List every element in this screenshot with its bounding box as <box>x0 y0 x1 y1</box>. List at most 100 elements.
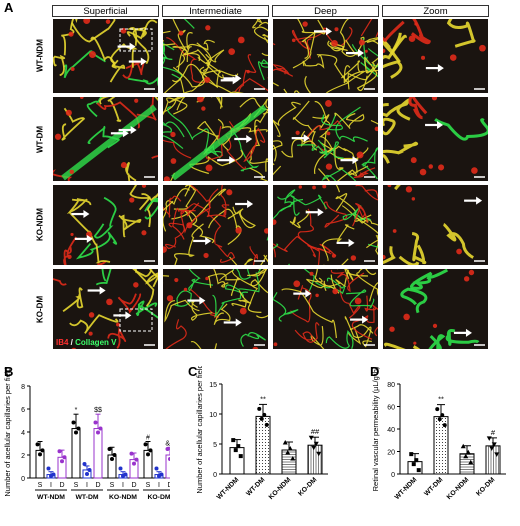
chart-c-point <box>316 451 322 457</box>
chart-b-point <box>159 472 164 477</box>
micrograph-tile <box>52 184 159 266</box>
chart-d-category-label: KO-DM <box>475 476 496 497</box>
chart-d-point <box>409 452 414 457</box>
chart-b-point <box>134 457 139 462</box>
chart-c-annotation: ## <box>311 427 320 436</box>
chart-b-point <box>154 466 159 471</box>
micrograph-tile <box>162 96 269 182</box>
chart-d-point <box>463 453 469 459</box>
chart-b-point <box>110 457 114 461</box>
chart-b-annotation: $$ <box>94 407 102 414</box>
chart-b-point <box>74 430 78 435</box>
chart-b-point <box>112 453 117 457</box>
micrograph-tile <box>272 184 379 266</box>
chart-c-point <box>308 435 314 441</box>
micrograph-tile <box>382 96 489 182</box>
legend-ib4: IB4 <box>56 338 69 347</box>
micrograph-tile <box>382 184 489 266</box>
chart-c-annotation: ** <box>260 394 266 403</box>
chart-b-point <box>62 455 67 460</box>
chart-d-point <box>414 458 419 463</box>
micrograph-tile <box>52 268 159 350</box>
chart-c-point <box>264 422 269 427</box>
chart-c-category-label: KO-NDM <box>268 476 293 501</box>
chart-b-sublabel: S <box>74 482 79 489</box>
micrograph-tile <box>162 268 269 350</box>
chart-b-sublabel: I <box>50 482 52 489</box>
chart-b-point <box>132 461 136 466</box>
panel-letter-d: D <box>370 364 380 379</box>
chart-c-y-tick-label: 0 <box>213 472 217 479</box>
chart-d: Retinal vascular permeability (μL/g*h) 0 2… <box>371 366 506 501</box>
chart-b-y-tick-label: 0 <box>21 476 25 483</box>
chart-b-y-label: Number of acellular capillaries per fiel… <box>3 367 12 496</box>
chart-c-category-label: WT-NDM <box>216 476 241 501</box>
chart-b-group-label: WT-DM <box>75 494 98 501</box>
chart-b-point <box>51 472 56 477</box>
chart-d-bar <box>485 445 501 475</box>
chart-b-sublabel: S <box>38 482 43 489</box>
chart-d-annotation: # <box>491 428 496 437</box>
chart-b-sublabel: S <box>146 482 151 489</box>
chart-d-y-tick-label: 80 <box>387 382 395 389</box>
chart-d-point <box>460 443 466 449</box>
chart-d-point <box>416 468 421 473</box>
chart-c-point <box>311 445 317 451</box>
chart-c-point <box>313 441 319 447</box>
chart-c-category-label: KO-DM <box>297 476 318 497</box>
chart-c-y-tick-label: 5 <box>213 442 217 449</box>
chart-b-sublabel: D <box>131 482 136 489</box>
chart-b-point <box>168 457 170 461</box>
chart-b-point <box>146 452 150 457</box>
chart-b-point <box>98 426 103 431</box>
chart-d-y-tick-label: 20 <box>387 450 395 457</box>
micrograph-tile <box>52 18 159 94</box>
chart-b-point <box>107 447 112 451</box>
stain-legend: IB4 / Collagen V <box>56 338 116 347</box>
chart-b-group-label: KO-DM <box>147 494 170 501</box>
chart-c-category-label: WT-DM <box>245 476 266 497</box>
row-label-ko-ndm: KO-NDM <box>35 208 45 242</box>
chart-c-point <box>262 412 267 417</box>
chart-d-point <box>437 417 442 422</box>
column-header-deep: Deep <box>272 5 379 17</box>
chart-d-y-tick-label: 0 <box>391 472 395 479</box>
chart-b-bar <box>71 428 81 479</box>
chart-c-y-tick-label: 15 <box>209 382 217 389</box>
chart-d-category-label: KO-NDM <box>446 476 471 501</box>
chart-d-category-label: WT-NDM <box>394 476 419 501</box>
chart-d-category-label: WT-DM <box>423 476 444 497</box>
chart-c-point <box>236 444 241 449</box>
chart-b-sublabel: I <box>86 482 88 489</box>
chart-b-point <box>57 449 62 454</box>
chart-b-point <box>118 466 123 471</box>
chart-c-point <box>238 454 243 459</box>
panel-letter-c: C <box>188 364 198 379</box>
micrograph-tile <box>382 268 489 350</box>
chart-d-point <box>440 413 445 418</box>
chart-b-annotation: * <box>75 407 78 414</box>
chart-b-y-tick-label: 8 <box>21 384 25 391</box>
chart-b-point <box>148 448 153 453</box>
chart-b-point <box>96 430 100 435</box>
chart-b-point <box>82 461 87 466</box>
column-header-superficial: Superficial <box>52 5 159 17</box>
micrograph-tile <box>272 18 379 94</box>
chart-b-y-tick-label: 4 <box>21 430 25 437</box>
chart-b-point <box>38 452 42 457</box>
chart-b-point <box>165 447 170 451</box>
chart-b-point <box>85 471 89 476</box>
chart-c-point <box>259 416 264 421</box>
chart-b-sublabel: I <box>158 482 160 489</box>
chart-c-y-label: Number of acellular capillaries per fiel… <box>195 366 204 494</box>
chart-b-bar <box>165 454 170 479</box>
row-label-wt-ndm: WT-NDM <box>35 39 45 73</box>
chart-b-sublabel: D <box>59 482 64 489</box>
panel-letter-b: B <box>4 364 14 379</box>
chart-b-sublabel: D <box>167 482 170 489</box>
chart-d-point <box>468 459 474 465</box>
micrograph-tile <box>272 96 379 182</box>
column-header-intermediate: Intermediate <box>162 5 269 17</box>
chart-d-point <box>411 462 416 467</box>
micrograph-tile <box>162 18 269 94</box>
